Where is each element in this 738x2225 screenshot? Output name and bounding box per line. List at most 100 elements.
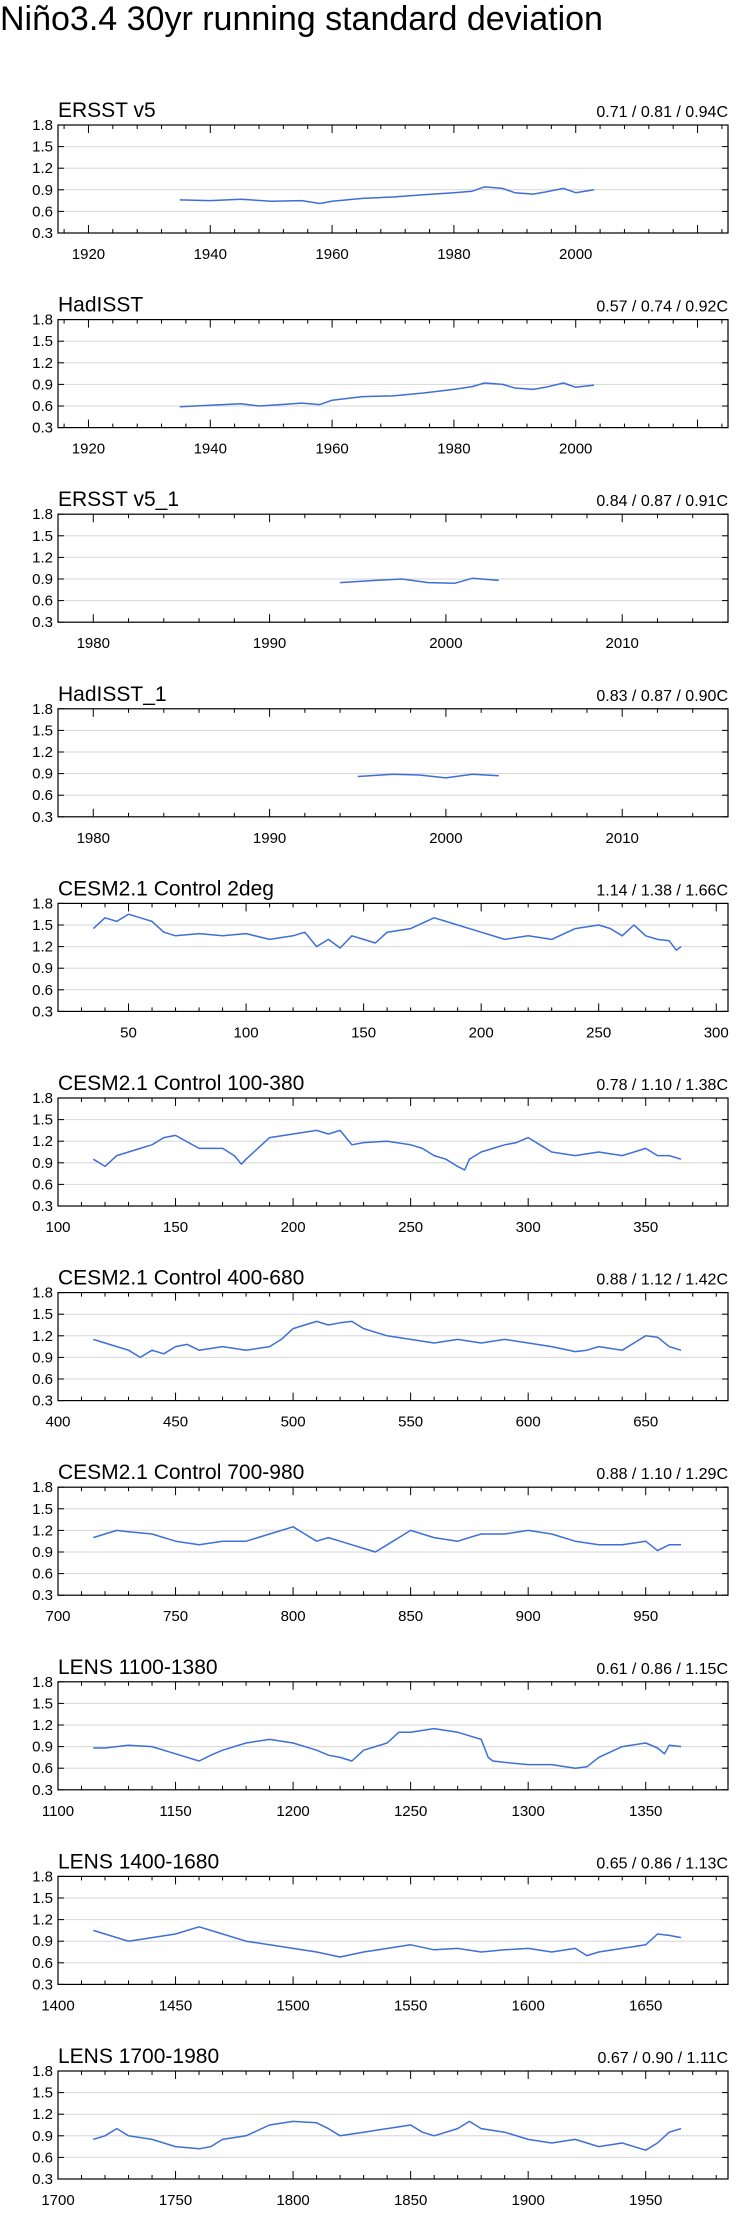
- x-tick-label: 300: [704, 1024, 729, 1041]
- x-tick-label: 600: [516, 1414, 541, 1431]
- x-tick-label: 1400: [41, 1997, 74, 2014]
- x-tick-label: 350: [633, 1219, 658, 1236]
- chart-panel: CESM2.1 Control 2deg 1.14 / 1.38 / 1.66C 0…: [32, 877, 729, 1041]
- x-tick-label: 650: [633, 1414, 658, 1431]
- y-tick-label: 0.3: [32, 809, 53, 826]
- x-tick-label: 1800: [276, 2192, 309, 2209]
- y-tick-label: 1.5: [32, 1695, 53, 1712]
- y-tick-label: 0.9: [32, 376, 53, 393]
- y-tick-label: 1.2: [32, 1328, 53, 1345]
- chart-panel: LENS 1700-1980 0.67 / 0.90 / 1.11C 0.3 0.6 0…: [32, 2045, 729, 2209]
- x-tick-label: 1250: [394, 1803, 427, 1820]
- y-tick-label: 0.6: [32, 1566, 53, 1583]
- panel-title: CESM2.1 Control 400-680: [58, 1267, 304, 1290]
- y-tick-label: 0.3: [32, 1198, 53, 1215]
- plot-frame: [57, 2070, 729, 2180]
- x-tick-label: 300: [516, 1219, 541, 1236]
- y-tick-label: 1.2: [32, 1133, 53, 1150]
- x-tick-label: 50: [120, 1024, 137, 1041]
- series-line: [92, 913, 682, 951]
- panel-stats: 1.14 / 1.38 / 1.66C: [596, 882, 728, 899]
- y-tick-label: 0.6: [32, 2149, 53, 2166]
- y-tick-label: 1.8: [32, 1868, 53, 1885]
- panel-title: ERSST v5_1: [58, 488, 179, 511]
- y-tick-label: 0.6: [32, 1955, 53, 1972]
- y-tick-label: 1.5: [32, 2085, 53, 2102]
- y-tick-label: 1.5: [32, 528, 53, 545]
- series-line: [340, 577, 499, 585]
- x-tick-label: 150: [351, 1024, 376, 1041]
- y-tick-label: 1.5: [32, 1306, 53, 1323]
- y-tick-label: 0.9: [32, 1739, 53, 1756]
- series-line: [357, 773, 499, 779]
- x-tick-label: 2010: [606, 635, 639, 652]
- y-tick-label: 0.6: [32, 398, 53, 415]
- panel-title: CESM2.1 Control 700-980: [58, 1461, 304, 1484]
- y-tick-label: 1.2: [32, 2106, 53, 2123]
- x-tick-label: 750: [163, 1608, 188, 1625]
- chart-panel: CESM2.1 Control 100-380 0.78 / 1.10 / 1.3…: [32, 1072, 729, 1236]
- y-tick-label: 1.2: [32, 744, 53, 761]
- panel-title: CESM2.1 Control 100-380: [58, 1072, 304, 1095]
- plot-frame: [57, 1681, 729, 1791]
- x-tick-label: 550: [398, 1414, 423, 1431]
- x-tick-label: 1850: [394, 2192, 427, 2209]
- chart-panel: HadISST_1 0.83 / 0.87 / 0.90C 0.3 0.6 0.9 1.2…: [32, 683, 729, 847]
- plot-frame: [57, 1097, 729, 1207]
- y-tick-label: 0.6: [32, 203, 53, 220]
- series-line: [92, 1129, 682, 1171]
- y-tick-label: 0.6: [32, 593, 53, 610]
- chart-panel: CESM2.1 Control 700-980 0.88 / 1.10 / 1.2…: [32, 1461, 729, 1625]
- y-tick-label: 0.3: [32, 420, 53, 437]
- series-line: [179, 186, 595, 205]
- chart-panel: ERSST v5_1 0.84 / 0.87 / 0.91C 0.3 0.6 0.9 1.…: [32, 488, 729, 652]
- x-tick-label: 1650: [629, 1997, 662, 2014]
- panel-stats: 0.57 / 0.74 / 0.92C: [596, 299, 728, 316]
- x-tick-label: 1600: [511, 1997, 544, 2014]
- x-tick-label: 1940: [194, 441, 227, 458]
- x-tick-label: 1920: [72, 441, 105, 458]
- y-tick-label: 1.8: [32, 1090, 53, 1107]
- panel-title: ERSST v5: [58, 99, 156, 122]
- x-tick-label: 1960: [315, 441, 348, 458]
- y-tick-label: 1.8: [32, 1479, 53, 1496]
- chart-panel: HadISST 0.57 / 0.74 / 0.92C 0.3 0.6 0.9 1.2 1.…: [32, 294, 729, 458]
- plot-frame: [57, 1875, 729, 1986]
- panel-title: HadISST_1: [58, 683, 167, 706]
- x-tick-label: 400: [45, 1414, 70, 1431]
- y-tick-label: 1.2: [32, 1912, 53, 1929]
- y-tick-label: 1.5: [32, 1890, 53, 1907]
- x-tick-label: 1500: [276, 1997, 309, 2014]
- x-tick-label: 500: [281, 1414, 306, 1431]
- y-tick-label: 0.3: [32, 225, 53, 242]
- panel-stats: 0.84 / 0.87 / 0.91C: [596, 493, 728, 510]
- y-tick-label: 0.3: [32, 1587, 53, 1604]
- y-tick-label: 1.2: [32, 549, 53, 566]
- x-tick-label: 950: [633, 1608, 658, 1625]
- plot-frame: [57, 1486, 729, 1596]
- y-tick-label: 0.3: [32, 1976, 53, 1993]
- x-tick-label: 1900: [511, 2192, 544, 2209]
- panel-stats: 0.61 / 0.86 / 1.15C: [596, 1661, 728, 1678]
- x-tick-label: 250: [398, 1219, 423, 1236]
- x-tick-label: 1990: [253, 635, 286, 652]
- chart-panel: LENS 1400-1680 0.65 / 0.86 / 1.13C 0.3 0.6 0…: [32, 1850, 729, 2014]
- panel-title: HadISST: [58, 294, 143, 317]
- y-tick-label: 1.8: [32, 506, 53, 523]
- panel-title: LENS 1100-1380: [58, 1656, 218, 1679]
- y-tick-label: 0.6: [32, 787, 53, 804]
- y-tick-label: 0.9: [32, 571, 53, 588]
- y-tick-label: 1.2: [32, 160, 53, 177]
- x-tick-label: 1980: [77, 830, 110, 847]
- plot-frame: [57, 1291, 729, 1402]
- x-tick-label: 1960: [315, 246, 348, 263]
- panel-stats: 0.88 / 1.10 / 1.29C: [596, 1466, 728, 1483]
- x-tick-label: 1450: [159, 1997, 192, 2014]
- y-tick-label: 0.3: [32, 1393, 53, 1410]
- y-tick-label: 1.8: [32, 1285, 53, 1302]
- x-tick-label: 250: [586, 1024, 611, 1041]
- x-tick-label: 700: [45, 1608, 70, 1625]
- y-tick-label: 1.8: [32, 701, 53, 718]
- series-line: [93, 1926, 682, 1958]
